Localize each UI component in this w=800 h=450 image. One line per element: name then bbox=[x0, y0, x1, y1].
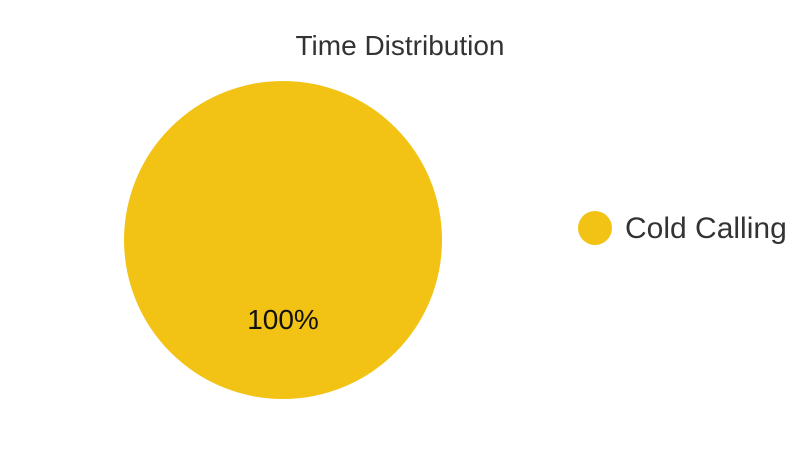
slice-label-0: 100% bbox=[247, 304, 319, 335]
legend-label-0: Cold Calling bbox=[625, 212, 787, 245]
pie-slices: 100% bbox=[124, 81, 442, 399]
legend-marker-0 bbox=[578, 211, 612, 245]
chart-title: Time Distribution bbox=[295, 30, 504, 61]
legend: Cold Calling bbox=[578, 211, 787, 245]
pie-slice-0[interactable] bbox=[124, 81, 442, 399]
